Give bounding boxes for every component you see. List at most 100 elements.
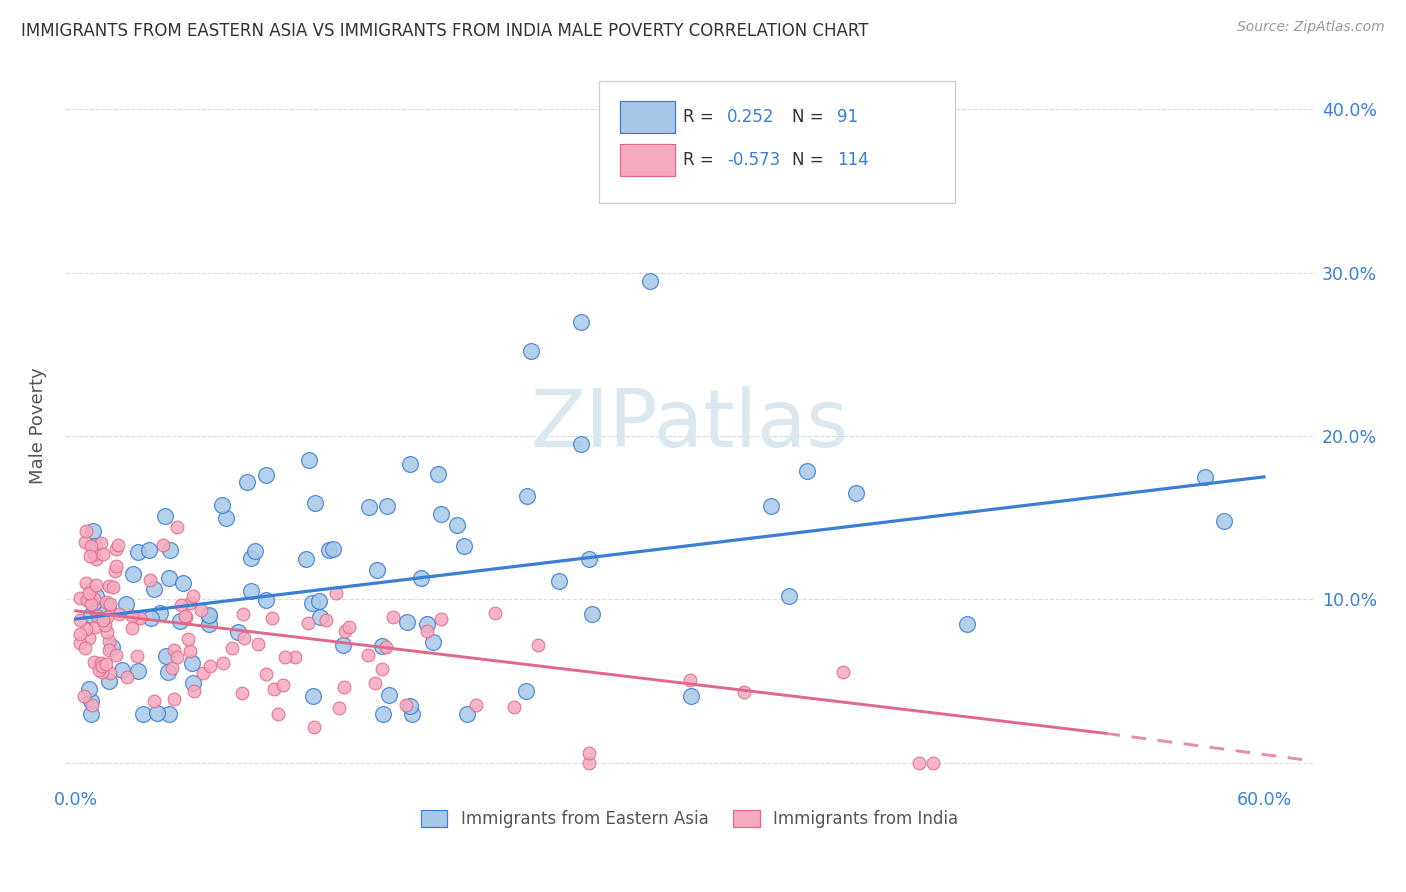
Point: [254, 467, 277, 482]
Point: [232, 607, 254, 621]
Point: [98, 579, 121, 593]
Point: [578, 551, 600, 566]
Point: [254, 666, 277, 681]
Point: [172, 576, 194, 591]
Point: [83, 620, 105, 634]
Point: [139, 611, 162, 625]
Point: [211, 499, 233, 513]
Point: [91, 665, 114, 679]
Point: [91, 547, 114, 561]
Point: [254, 593, 277, 607]
Point: [581, 607, 603, 621]
Point: [446, 517, 468, 532]
Point: [76, 593, 98, 607]
Point: [157, 706, 180, 721]
Point: [328, 700, 350, 714]
Point: [240, 551, 263, 566]
Point: [138, 573, 160, 587]
Point: [578, 756, 600, 770]
Point: [464, 698, 486, 713]
Point: [86, 609, 108, 624]
Point: [94, 595, 117, 609]
Point: [181, 675, 204, 690]
Point: [845, 485, 868, 500]
Point: [215, 510, 238, 524]
Point: [520, 343, 543, 358]
Point: [260, 611, 283, 625]
Text: R =: R =: [683, 151, 720, 169]
Point: [170, 598, 193, 612]
Point: [79, 607, 101, 622]
Point: [456, 706, 478, 721]
Point: [73, 535, 96, 549]
Point: [198, 608, 221, 623]
Text: N =: N =: [792, 108, 828, 126]
Point: [240, 583, 263, 598]
Point: [399, 457, 422, 471]
Point: [221, 640, 243, 655]
Point: [83, 655, 105, 669]
Point: [231, 686, 253, 700]
Point: [371, 661, 394, 675]
Point: [84, 552, 107, 566]
Point: [82, 524, 104, 538]
Point: [308, 609, 330, 624]
Point: [73, 641, 96, 656]
Point: [359, 500, 381, 514]
Point: [325, 585, 347, 599]
Point: [1213, 514, 1236, 528]
Point: [101, 580, 124, 594]
Point: [302, 689, 325, 703]
Point: [125, 649, 148, 664]
Point: [111, 663, 134, 677]
Point: [179, 597, 201, 611]
Point: [333, 681, 356, 695]
Point: [366, 563, 388, 577]
Point: [308, 594, 330, 608]
Point: [335, 624, 357, 639]
Point: [166, 650, 188, 665]
Point: [796, 464, 818, 478]
Point: [301, 596, 323, 610]
Point: [94, 618, 117, 632]
Point: [77, 586, 100, 600]
Point: [430, 612, 453, 626]
Point: [1194, 470, 1216, 484]
Point: [127, 545, 149, 559]
Point: [284, 649, 307, 664]
Text: 114: 114: [837, 151, 869, 169]
Point: [378, 688, 401, 702]
Point: [399, 699, 422, 714]
Point: [322, 542, 344, 557]
Point: [638, 274, 661, 288]
Text: Source: ZipAtlas.com: Source: ZipAtlas.com: [1237, 20, 1385, 34]
Point: [416, 616, 439, 631]
Point: [87, 604, 110, 618]
Point: [104, 559, 127, 574]
Point: [98, 634, 121, 648]
Point: [516, 489, 538, 503]
Point: [357, 648, 380, 662]
Point: [132, 706, 155, 721]
Point: [107, 538, 129, 552]
Point: [503, 699, 526, 714]
Point: [226, 625, 249, 640]
Point: [149, 606, 172, 620]
Point: [104, 648, 127, 662]
Point: [80, 582, 103, 596]
Point: [304, 495, 326, 509]
Point: [79, 706, 101, 721]
Point: [163, 642, 186, 657]
Point: [115, 670, 138, 684]
Point: [143, 582, 166, 596]
Text: -0.573: -0.573: [727, 151, 780, 169]
Point: [578, 746, 600, 760]
Point: [83, 591, 105, 606]
Point: [263, 682, 285, 697]
Point: [75, 622, 97, 636]
Point: [273, 678, 295, 692]
Point: [679, 673, 702, 688]
Point: [733, 685, 755, 699]
Point: [274, 649, 297, 664]
Point: [84, 589, 107, 603]
